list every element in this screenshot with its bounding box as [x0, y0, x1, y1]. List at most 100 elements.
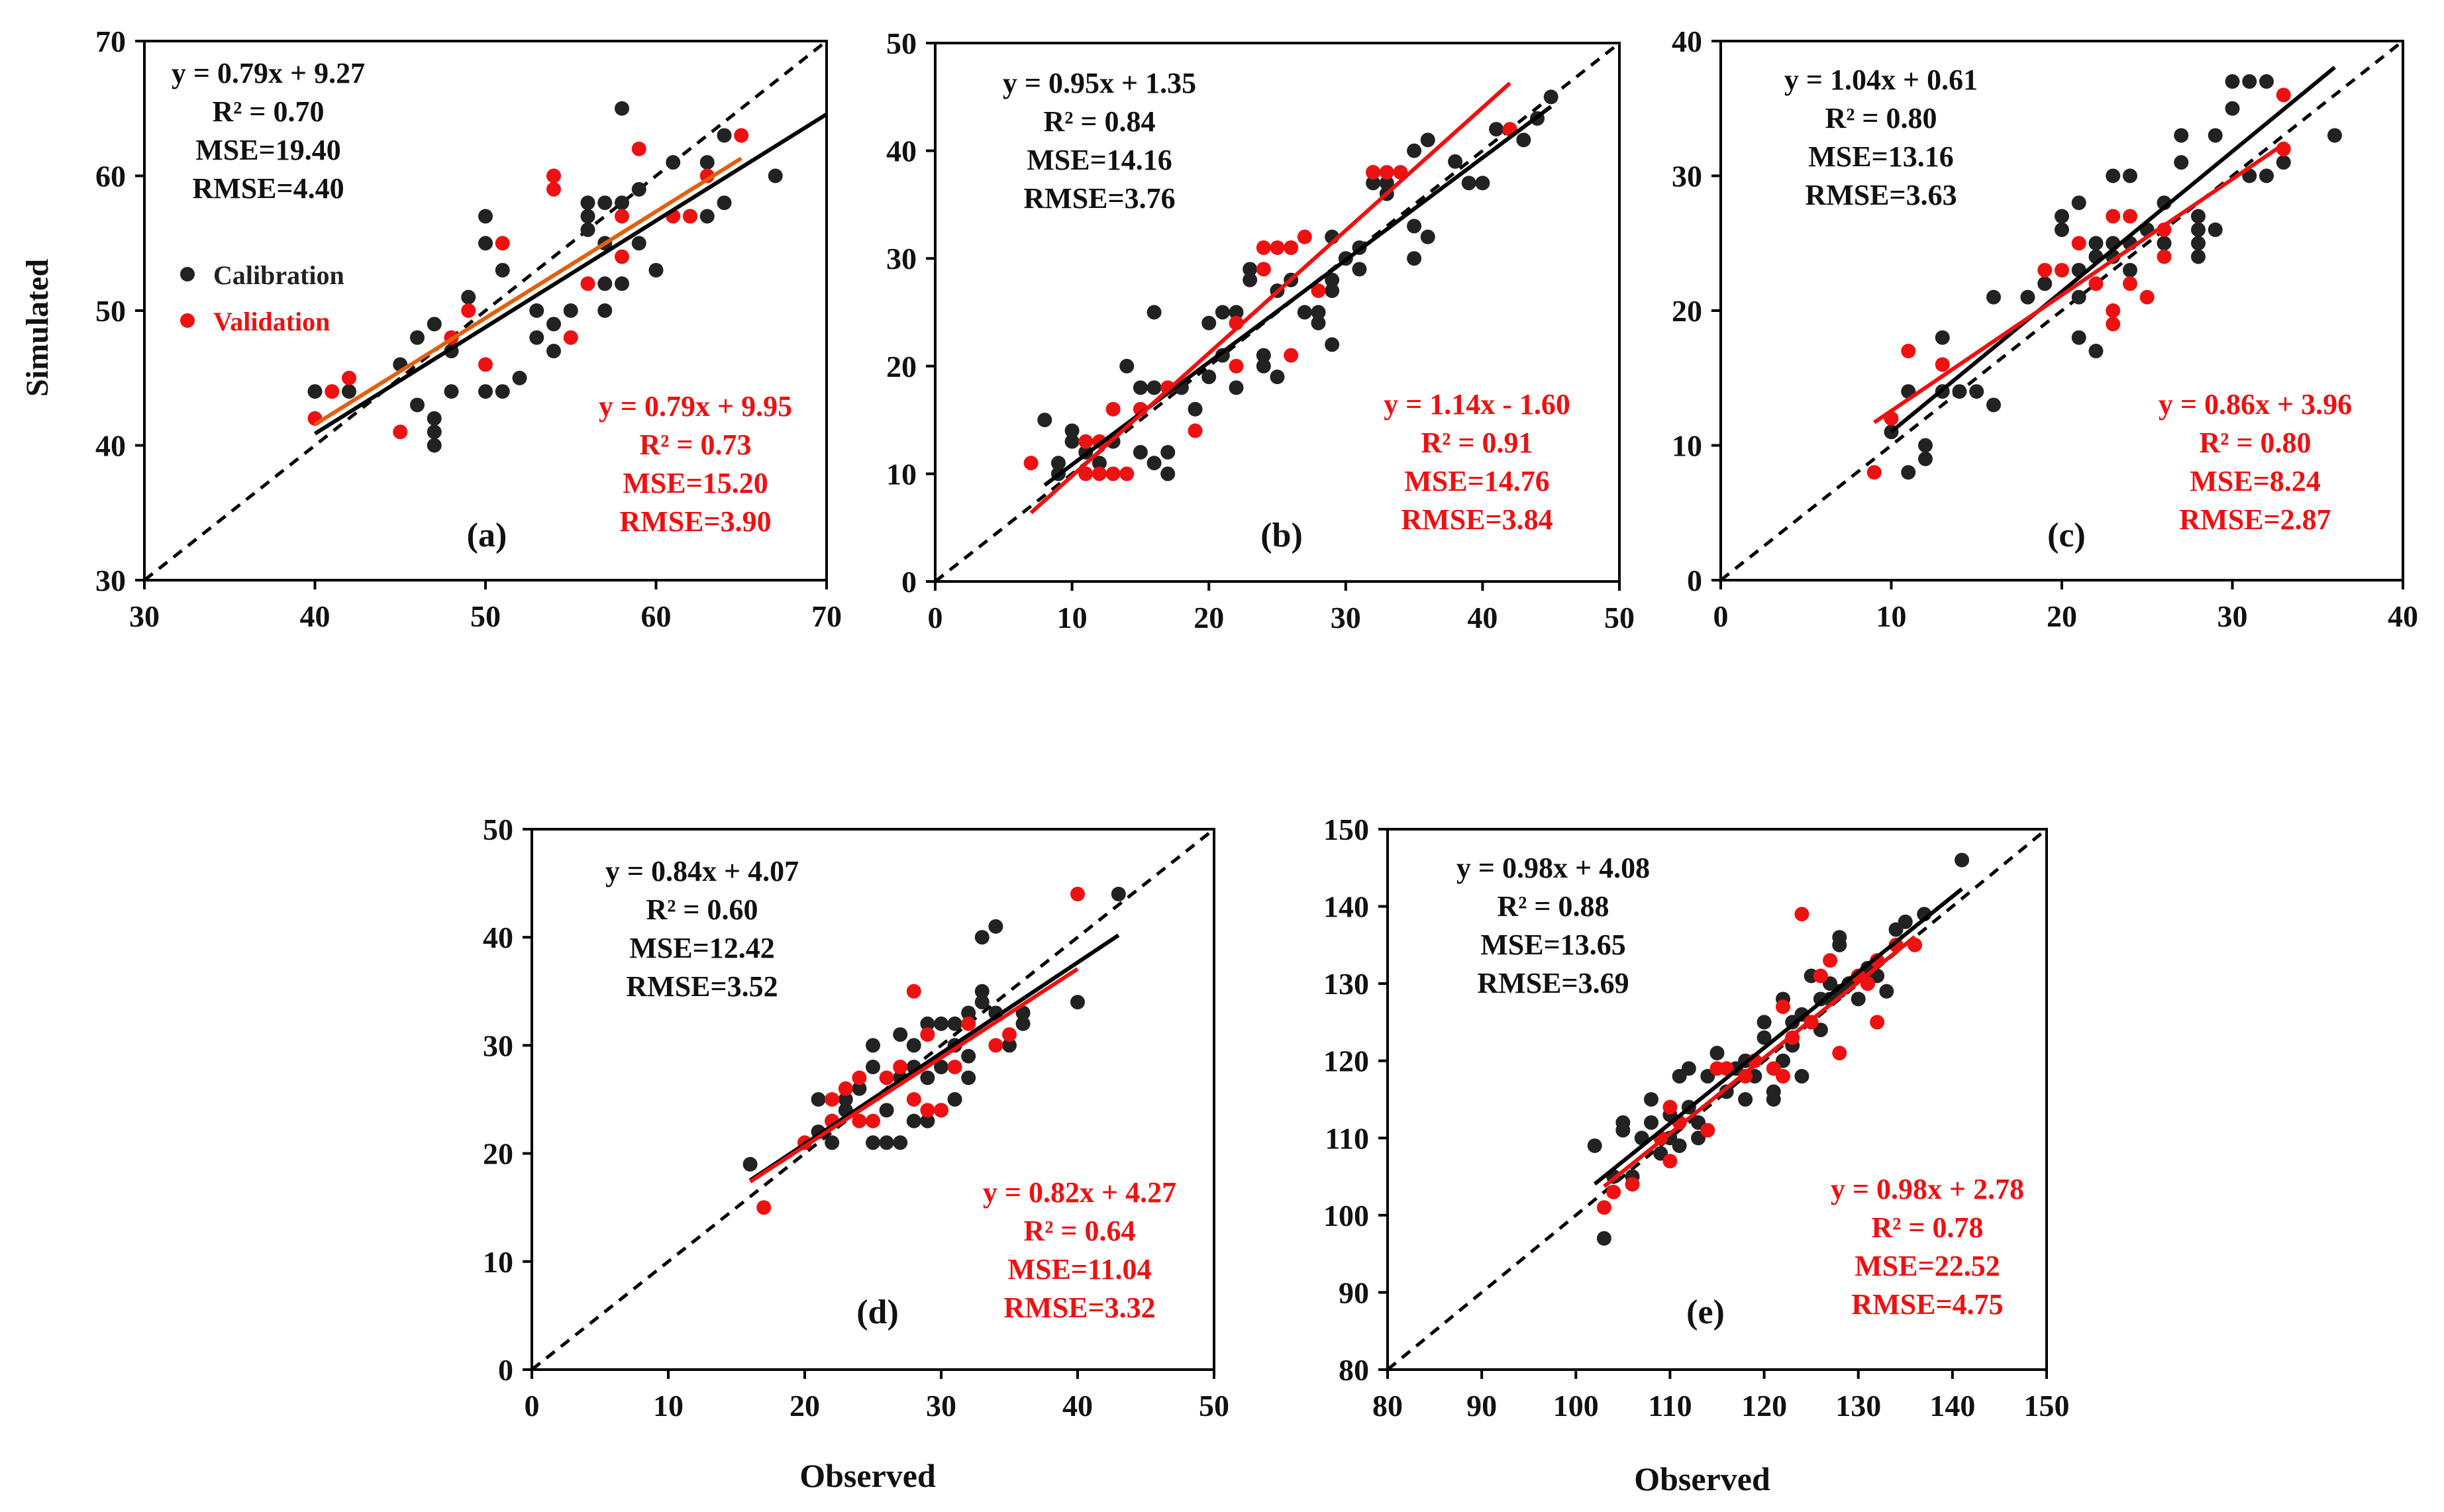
calibration-point-e-20	[1719, 1084, 1734, 1099]
validation-point-c-6	[2071, 236, 2086, 251]
calibration-point-d-16	[906, 1113, 921, 1129]
calibration-point-a-8	[427, 317, 442, 332]
y-tick-label-d-0: 0	[498, 1353, 513, 1387]
x-tick-label-b-10: 10	[1057, 601, 1088, 634]
calibration-point-c-10	[1986, 289, 2001, 305]
panel-d: 0 10 20 30 40 50 0 10 20 30 40 50 y = 0.84x + 4.07 R²…	[483, 813, 1229, 1423]
validation-point-c-15	[2157, 249, 2172, 264]
calibration-stat-e-3: RMSE=3.69	[1477, 967, 1629, 999]
calibration-point-d-9	[866, 1038, 880, 1053]
calibration-stat-a-0: y = 0.79x + 9.27	[172, 57, 365, 89]
validation-point-a-14	[631, 141, 646, 156]
validation-point-b-13	[1256, 240, 1271, 255]
calibration-point-c-21	[2088, 236, 2104, 251]
validation-point-d-11	[906, 1092, 921, 1107]
calibration-point-b-48	[1407, 143, 1422, 158]
validation-point-a-3	[393, 425, 408, 440]
validation-point-d-2	[825, 1092, 840, 1107]
calibration-point-e-19	[1709, 1046, 1725, 1061]
calibration-point-a-34	[631, 236, 646, 251]
x-tick-label-a-30: 30	[129, 599, 160, 633]
calibration-point-b-24	[1243, 272, 1258, 287]
validation-stat-e-0: y = 0.98x + 2.78	[1831, 1173, 2024, 1205]
calibration-stat-a-3: RMSE=4.40	[192, 172, 344, 205]
y-tick-label-e-130: 130	[1323, 967, 1369, 1001]
calibration-point-b-12	[1146, 380, 1162, 395]
validation-point-c-3	[1935, 357, 1950, 372]
calibration-point-b-9	[1133, 444, 1148, 460]
calibration-point-b-0	[1037, 413, 1052, 428]
calibration-point-b-19	[1201, 315, 1217, 330]
x-tick-label-e-150: 150	[2024, 1389, 2070, 1423]
validation-point-a-6	[478, 357, 493, 372]
calibration-point-b-27	[1256, 358, 1271, 374]
x-tick-label-d-0: 0	[525, 1389, 540, 1423]
validation-point-d-18	[1002, 1027, 1017, 1042]
x-tick-label-b-40: 40	[1467, 601, 1498, 634]
calibration-point-a-4	[410, 397, 425, 413]
calibration-point-b-14	[1160, 444, 1176, 460]
calibration-stat-c-0: y = 1.04x + 0.61	[1784, 64, 1978, 96]
validation-point-a-8	[546, 168, 561, 183]
y-axis-title-simulated: Simulated	[20, 259, 55, 397]
calibration-point-e-7	[1644, 1115, 1658, 1130]
one-to-one-line-e	[1386, 828, 2048, 1371]
x-tick-label-b-20: 20	[1194, 601, 1224, 634]
x-tick-label-e-110: 110	[1648, 1389, 1692, 1423]
validation-point-a-1	[325, 384, 340, 399]
panel-label-e: (e)	[1686, 1293, 1725, 1331]
y-tick-label-e-100: 100	[1323, 1199, 1369, 1233]
panel-b: 0 10 20 30 40 50 0 10 20 30 40 50 y = 0.95x + 1.35 R²…	[886, 26, 1635, 634]
calibration-point-d-22	[934, 1016, 948, 1031]
calibration-point-c-36	[2191, 249, 2206, 264]
calibration-stat-c-3: RMSE=3.63	[1805, 179, 1957, 211]
calibration-point-a-41	[717, 128, 732, 143]
calibration-point-c-4	[1918, 451, 1933, 466]
validation-point-d-4	[838, 1081, 853, 1096]
y-tick-label-d-20: 20	[483, 1137, 513, 1171]
calibration-point-b-54	[1489, 122, 1504, 137]
legend-calibration-marker	[180, 267, 195, 281]
calibration-point-c-18	[2071, 330, 2086, 345]
x-tick-label-a-60: 60	[641, 599, 672, 633]
validation-point-e-23	[1870, 1015, 1885, 1030]
calibration-point-a-16	[495, 384, 510, 399]
validation-point-d-10	[906, 983, 921, 999]
validation-point-e-18	[1813, 968, 1828, 983]
calibration-point-c-11	[2020, 289, 2035, 305]
calibration-point-c-39	[2225, 101, 2240, 116]
validation-stat-c-3: RMSE=2.87	[2179, 503, 2331, 536]
validation-point-d-14	[934, 1103, 948, 1118]
calibration-point-c-41	[2242, 74, 2257, 89]
calibration-point-e-23	[1738, 1092, 1753, 1107]
calibration-point-b-57	[1543, 89, 1558, 105]
validation-point-a-5	[461, 303, 476, 318]
calibration-point-b-43	[1366, 176, 1381, 191]
calibration-point-b-2	[1050, 456, 1066, 471]
calibration-point-e-4	[1615, 1123, 1631, 1138]
calibration-point-b-20	[1215, 305, 1230, 320]
validation-stat-c-0: y = 0.86x + 3.96	[2159, 388, 2352, 421]
validation-stat-a-1: R² = 0.73	[639, 428, 751, 461]
calibration-point-c-35	[2191, 236, 2206, 251]
calibration-point-a-19	[529, 303, 544, 318]
validation-point-b-16	[1284, 240, 1299, 255]
validation-point-b-21	[1379, 165, 1394, 180]
calibration-point-e-34	[1794, 1069, 1809, 1084]
calibration-point-b-28	[1270, 370, 1285, 385]
calibration-point-d-32	[974, 983, 990, 999]
validation-fit-line-c	[1873, 142, 2285, 425]
panel-a: 30 40 50 60 70 30 40 50 60 70 y = 0.79x + 9.27 R² =…	[95, 25, 842, 633]
validation-point-a-16	[683, 209, 697, 224]
calibration-point-a-17	[512, 370, 527, 385]
calibration-point-b-46	[1407, 251, 1422, 266]
calibration-point-b-36	[1325, 272, 1340, 287]
validation-point-a-2	[342, 370, 356, 385]
x-tick-label-b-30: 30	[1331, 601, 1361, 634]
legend: Calibration Validation	[180, 260, 344, 336]
panel-label-b: (b)	[1260, 517, 1303, 554]
calibration-point-a-10	[444, 384, 459, 399]
calibration-point-c-6	[1935, 330, 1950, 345]
calibration-point-a-21	[546, 344, 561, 359]
